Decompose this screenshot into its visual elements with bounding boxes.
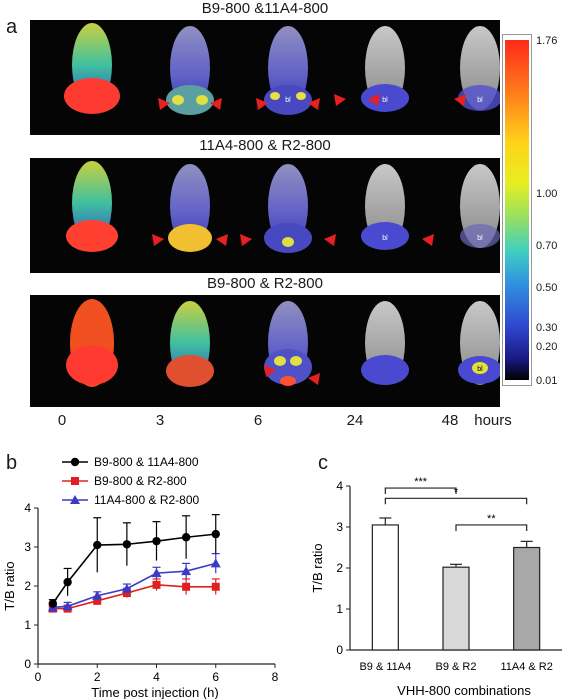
- data-point: [152, 580, 161, 589]
- colorbar-tick-label: 0.30: [536, 322, 558, 334]
- legend-marker: [70, 457, 80, 467]
- y-tick-label: 4: [24, 501, 31, 515]
- y-tick-label: 2: [24, 579, 31, 593]
- bar: [442, 566, 470, 651]
- colorbar-tick-label: 0.20: [536, 341, 558, 353]
- bar: [513, 546, 541, 651]
- colorbar-tick-label: 1.00: [536, 188, 558, 200]
- y-tick-label: 1: [336, 602, 343, 616]
- imaging-strip-row-2: bl bl: [30, 158, 500, 273]
- x-tick-label: 8: [272, 670, 279, 684]
- legend-marker: [71, 477, 79, 485]
- category-label: B9 & R2: [436, 661, 477, 673]
- mouse-images-row-1: bl bl bl: [64, 23, 500, 115]
- data-point: [62, 601, 73, 611]
- y-tick-label: 0: [24, 657, 31, 671]
- row-title-2: 11A4-800 & R2-800: [199, 137, 331, 154]
- y-tick-label: 4: [336, 479, 343, 493]
- y-axis-title: T/B ratio: [2, 561, 17, 610]
- data-point: [151, 568, 162, 578]
- bladder-label: bl: [477, 235, 483, 242]
- data-point: [122, 540, 132, 549]
- x-axis-title: VHH-800 combinations: [397, 683, 531, 698]
- series-11A4-800 & R2-800: [47, 553, 221, 612]
- category-label: B9 & 11A4: [359, 661, 411, 673]
- colorbar-tick-label: 0.50: [536, 282, 558, 294]
- significance-bracket: [455, 524, 528, 531]
- colorbar-frame: [502, 34, 532, 386]
- x-tick-label: 4: [153, 670, 160, 684]
- panel-label-c: c: [318, 452, 328, 474]
- time-label-6: 6: [253, 412, 263, 429]
- y-tick-label: 2: [336, 561, 343, 575]
- series-line: [52, 533, 216, 605]
- bladder-label: bl: [382, 235, 388, 242]
- legend-label: B9-800 & 11A4-800: [94, 455, 199, 469]
- mouse-images-row-2: bl bl: [66, 161, 500, 253]
- bladder-label: bl: [382, 97, 388, 104]
- mouse-images-row-3: bl: [66, 299, 500, 387]
- significance-label: **: [487, 513, 496, 525]
- bar: [371, 524, 399, 651]
- panel-label-a: a: [6, 16, 18, 38]
- data-point: [93, 540, 102, 550]
- imaging-strip-row-3: bl: [30, 295, 500, 407]
- data-point: [152, 536, 161, 546]
- bladder-label: bl: [285, 97, 291, 104]
- row-title-1: B9-800 &11A4-800: [201, 0, 329, 17]
- data-point: [210, 558, 221, 568]
- series-B9-800 & 11A4-800: [48, 514, 220, 608]
- imaging-strip-row-1: bl bl bl: [30, 20, 500, 135]
- data-point: [48, 599, 58, 608]
- legend-marker: [70, 495, 80, 504]
- y-tick-label: 3: [336, 520, 343, 534]
- x-tick-label: 2: [94, 670, 101, 684]
- data-point: [93, 596, 102, 605]
- bladder-label: bl: [477, 97, 483, 104]
- y-tick-label: 1: [24, 618, 31, 632]
- category-label: 11A4 & R2: [500, 661, 552, 673]
- data-point: [182, 582, 191, 591]
- line-chart-t-b-ratio: 0 1 2 3 4 0 2 4 6 8 Time post injection (h) T/B rat…: [2, 455, 279, 699]
- colorbar-gradient: [505, 40, 529, 380]
- data-point: [92, 590, 103, 600]
- legend-label: B9-800 & R2-800: [94, 474, 187, 488]
- time-label-48: 48: [441, 412, 459, 429]
- x-tick-label: 6: [212, 670, 219, 684]
- legend-label: 11A4-800 & R2-800: [94, 493, 200, 507]
- bar-chart-vhh-combinations: 0 1 2 3 4 T/B ratio VHH-800 combinations B9 & 1…: [310, 476, 562, 698]
- data-point: [181, 533, 191, 542]
- y-axis-title: T/B ratio: [310, 543, 325, 592]
- row-title-3: B9-800 & R2-800: [207, 275, 323, 292]
- x-tick-label: 0: [35, 670, 42, 684]
- data-point: [211, 582, 220, 591]
- significance-label: ***: [414, 476, 428, 488]
- time-label-3: 3: [155, 412, 165, 429]
- x-axis-title: Time post injection (h): [91, 685, 218, 699]
- data-point: [181, 566, 192, 576]
- time-label-0: 0: [57, 412, 67, 429]
- panel-label-b: b: [6, 452, 18, 474]
- data-point: [211, 529, 220, 539]
- y-tick-label: 0: [336, 643, 343, 657]
- time-label-24: 24: [346, 412, 364, 429]
- colorbar-tick-label: 1.76: [536, 35, 558, 47]
- time-unit-label: hours: [474, 412, 512, 429]
- colorbar-tick-label: 0.70: [536, 240, 558, 252]
- data-point: [63, 577, 72, 587]
- y-tick-label: 3: [24, 540, 31, 554]
- significance-bracket: [384, 497, 528, 505]
- colorbar-tick-label: 0.01: [536, 375, 558, 387]
- significance-label: *: [454, 486, 459, 498]
- significance-bracket: [384, 487, 457, 495]
- data-point: [121, 583, 132, 593]
- bladder-label: bl: [477, 366, 483, 373]
- series-line: [52, 584, 216, 610]
